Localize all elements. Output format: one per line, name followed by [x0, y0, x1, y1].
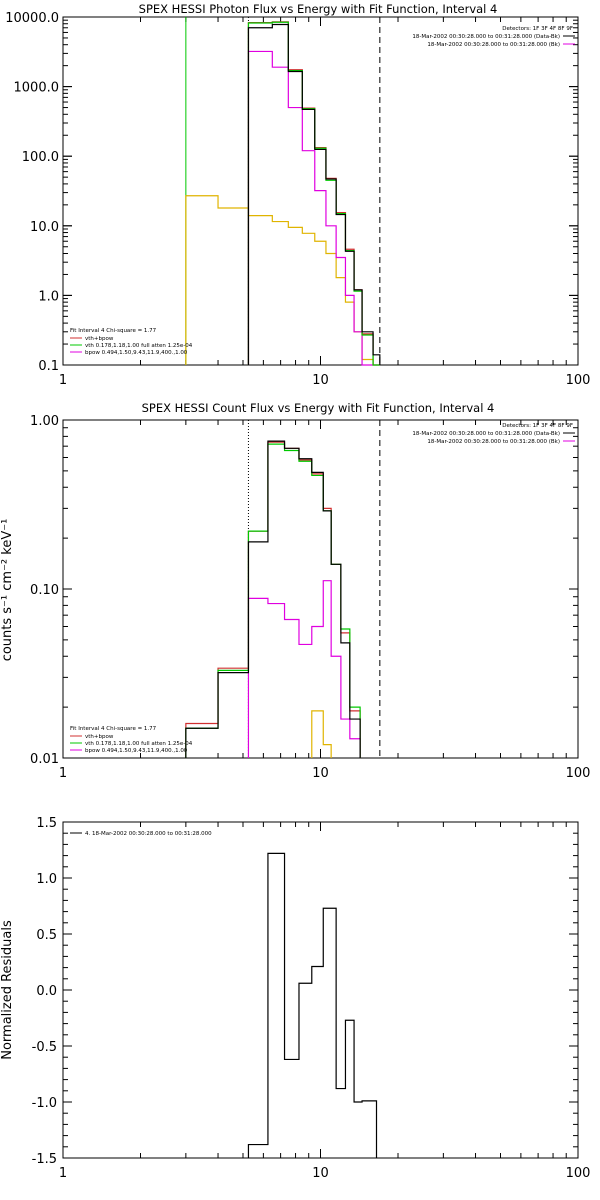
photon-legend-fit-interval: Fit Interval 4 Chi-square = 1.77 — [70, 328, 157, 334]
series-data-line — [247, 23, 381, 365]
y-tick-label: 10000.0 — [5, 11, 59, 26]
photon-legend-databk: 18-Mar-2002 00:30:28.000 to 00:31:28.000… — [412, 34, 560, 40]
count-legend-bottom: Fit Interval 4 Chi-square = 1.77 vth+bpo… — [70, 726, 193, 754]
photon-legend-bk: 18-Mar-2002 00:30:28.000 to 00:31:28.000… — [427, 42, 560, 48]
count-legend-detectors: Detectors: 1F 3F 4F 8F 9F — [502, 423, 573, 429]
count-legend-bk: 18-Mar-2002 00:30:28.000 to 00:31:28.000… — [427, 439, 560, 445]
count-series-group — [185, 440, 361, 758]
series-vth-line — [247, 580, 361, 758]
photon-legend-bottom: Fit Interval 4 Chi-square = 1.77 vth+bpo… — [70, 328, 193, 356]
x-tick-label: 100 — [566, 766, 591, 781]
y-tick-label: 1.0 — [38, 289, 59, 304]
y-tick-label: 0.1 — [38, 359, 59, 374]
photon-plot-title: SPEX HESSI Photon Flux vs Energy with Fi… — [139, 2, 498, 16]
count-plot-title: SPEX HESSI Count Flux vs Energy with Fit… — [142, 401, 495, 415]
resid-x-ticks: 1 10 100 — [59, 822, 591, 1181]
count-y-axis-label: counts s⁻¹ cm⁻² keV⁻¹ — [0, 519, 15, 662]
count-legend-total: vth+bpow — [85, 734, 114, 740]
series-total-line — [185, 443, 361, 758]
resid-series-group — [247, 852, 378, 1158]
series-vth-line — [247, 50, 380, 366]
series-bpow-line — [311, 710, 332, 758]
resid-legend: 4. 18-Mar-2002 00:30:28.000 to 00:31:28.… — [70, 831, 212, 837]
series-data-line — [185, 440, 361, 758]
y-tick-label: -1.0 — [32, 1096, 57, 1111]
count-x-ticks: 1 10 100 — [59, 420, 591, 781]
residuals-panel: Normalized Residuals -1.5-1.0-0.50.00.51… — [0, 816, 590, 1181]
photon-legend-vth: vth 0.178,1.18,1.00 full atten 1.25e-04 — [85, 343, 193, 349]
photon-legend-detectors: Detectors: 1F 3F 4F 8F 9F — [502, 26, 573, 32]
count-legend-vth: vth 0.178,1.18,1.00 full atten 1.25e-04 — [85, 741, 193, 747]
y-tick-label: 1.0 — [36, 872, 57, 887]
y-tick-label: 1.00 — [30, 414, 59, 429]
resid-y-axis-label: Normalized Residuals — [0, 920, 15, 1060]
photon-y-ticks: 0.1 1.0 10.0 100.0 1000.0 10000.0 — [5, 11, 578, 374]
y-tick-label: 0.10 — [30, 583, 59, 598]
photon-series-group — [185, 21, 381, 366]
series-data-line — [247, 852, 378, 1158]
x-tick-label: 10 — [312, 766, 329, 781]
y-tick-label: 0.01 — [30, 752, 59, 767]
x-tick-label: 10 — [312, 1166, 329, 1181]
series-background-line — [185, 441, 361, 758]
photon-legend-top: Detectors: 1F 3F 4F 8F 9F 18-Mar-2002 00… — [412, 26, 575, 48]
count-legend-fit-interval: Fit Interval 4 Chi-square = 1.77 — [70, 726, 157, 732]
y-tick-label: -1.5 — [32, 1152, 57, 1167]
count-y-ticks: 0.01 0.10 1.00 — [30, 414, 578, 767]
x-tick-label: 1 — [59, 1166, 67, 1181]
count-flux-panel: SPEX HESSI Count Flux vs Energy with Fit… — [0, 401, 590, 781]
resid-y-ticks: -1.5 -1.0 -0.5 0.0 0.5 1.0 1.5 — [32, 816, 578, 1167]
y-tick-label: 100.0 — [22, 150, 59, 165]
x-tick-label: 1 — [59, 766, 67, 781]
y-tick-label: -0.5 — [32, 1040, 57, 1055]
count-legend-databk: 18-Mar-2002 00:30:28.000 to 00:31:28.000… — [412, 431, 560, 437]
count-legend-top: Detectors: 1F 3F 4F 8F 9F 18-Mar-2002 00… — [412, 423, 575, 445]
y-tick-label: 1.5 — [36, 816, 57, 831]
x-tick-label: 10 — [312, 373, 329, 388]
count-legend-bpow: bpow 0.494,1.50,9.43,11.9,400.,1.00 — [85, 748, 188, 754]
photon-legend-bpow: bpow 0.494,1.50,9.43,11.9,400.,1.00 — [85, 350, 188, 356]
x-tick-label: 100 — [566, 1166, 591, 1181]
x-tick-label: 1 — [59, 373, 67, 388]
photon-legend-total: vth+bpow — [85, 336, 114, 342]
y-tick-label: 1000.0 — [14, 81, 60, 96]
y-tick-label: 10.0 — [30, 220, 59, 235]
photon-flux-panel: SPEX HESSI Photon Flux vs Energy with Fi… — [5, 2, 590, 388]
x-tick-label: 100 — [566, 373, 591, 388]
resid-legend-label: 4. 18-Mar-2002 00:30:28.000 to 00:31:28.… — [85, 831, 212, 837]
y-tick-label: 0.5 — [36, 928, 57, 943]
y-tick-label: 0.0 — [36, 984, 57, 999]
